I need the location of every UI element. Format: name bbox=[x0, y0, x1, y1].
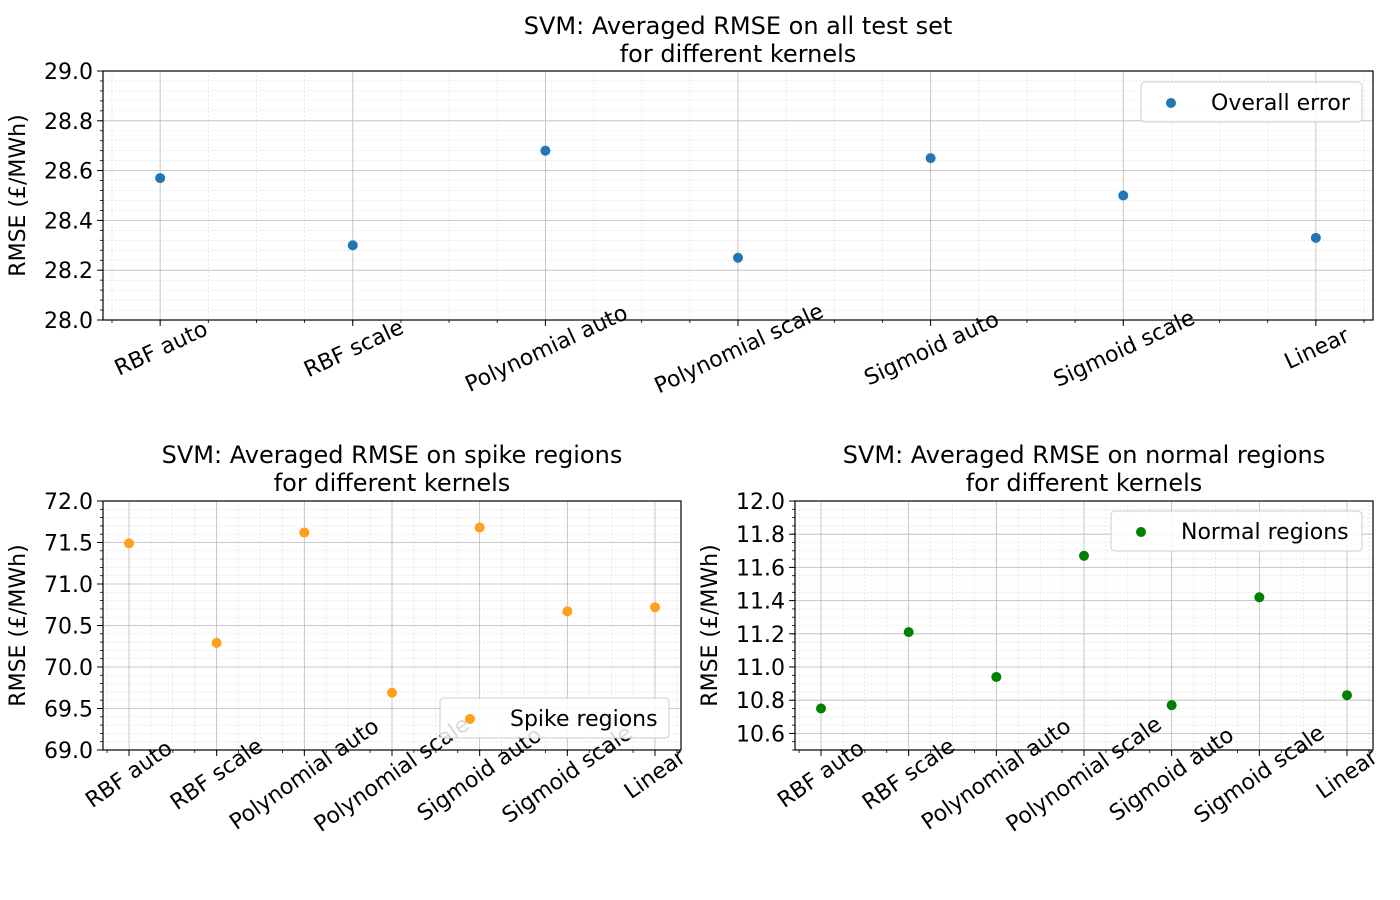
chart-title: SVM: Averaged RMSE on normal regions bbox=[843, 441, 1326, 469]
data-point bbox=[387, 687, 397, 698]
data-point bbox=[474, 522, 485, 533]
y-axis-label: RMSE (£/MWh) bbox=[6, 544, 31, 706]
data-point bbox=[124, 538, 135, 549]
y-tick-label: 11.4 bbox=[736, 590, 785, 615]
chart-title: SVM: Averaged RMSE on all test set bbox=[524, 12, 953, 40]
legend-label: Spike regions bbox=[510, 707, 658, 732]
data-point bbox=[733, 252, 743, 263]
x-tick-label: Linear bbox=[1281, 323, 1354, 375]
y-tick-label: 69.0 bbox=[44, 739, 93, 764]
chart-title: for different kernels bbox=[966, 469, 1203, 497]
data-point bbox=[211, 637, 222, 648]
plot-frame bbox=[102, 500, 682, 751]
chart-title: for different kernels bbox=[274, 469, 511, 497]
x-tick-label: RBF scale bbox=[300, 315, 407, 383]
data-point bbox=[903, 627, 914, 638]
y-tick-label: 11.0 bbox=[736, 656, 785, 681]
data-point bbox=[155, 173, 166, 184]
chart-1: 28.0 28.2 28.4 28.6 28.8 29.0 RBF auto RBF scal… bbox=[6, 12, 1374, 399]
y-tick-label: 11.8 bbox=[736, 523, 785, 548]
x-tick-label: Sigmoid scale bbox=[1050, 306, 1199, 393]
y-tick-label: 10.8 bbox=[736, 689, 785, 714]
y-tick-label: 70.0 bbox=[44, 656, 93, 681]
legend-marker bbox=[465, 714, 475, 724]
data-point bbox=[1254, 592, 1265, 603]
data-point bbox=[991, 671, 1002, 682]
y-tick-label: 70.5 bbox=[44, 615, 93, 640]
x-tick-label: Polynomial scale bbox=[651, 299, 828, 399]
data-point bbox=[816, 703, 827, 714]
data-point bbox=[649, 602, 660, 613]
x-tick-label: Linear bbox=[620, 744, 691, 804]
data-point bbox=[1310, 232, 1321, 243]
y-tick-label: 72.0 bbox=[44, 490, 93, 515]
data-point bbox=[1118, 190, 1129, 201]
legend-box bbox=[439, 697, 670, 739]
data-point bbox=[925, 153, 936, 164]
legend-box bbox=[1110, 510, 1363, 552]
y-tick-label: 28.4 bbox=[44, 209, 93, 234]
data-point bbox=[1079, 550, 1089, 561]
plot-frame bbox=[102, 70, 1374, 321]
y-tick-label: 11.6 bbox=[736, 556, 785, 581]
data-point bbox=[562, 606, 573, 617]
y-tick-label: 28.2 bbox=[44, 259, 93, 284]
legend-label: Overall error bbox=[1211, 91, 1351, 116]
y-tick-label: 29.0 bbox=[44, 60, 93, 85]
y-tick-label: 71.0 bbox=[44, 573, 93, 598]
y-axis-label: RMSE (£/MWh) bbox=[6, 114, 31, 276]
legend-marker bbox=[1136, 527, 1146, 537]
y-tick-label: 71.5 bbox=[44, 532, 93, 557]
chart-title: SVM: Averaged RMSE on spike regions bbox=[162, 441, 623, 469]
x-tick-label: Polynomial auto bbox=[462, 301, 632, 398]
data-point bbox=[299, 527, 310, 538]
chart-title: for different kernels bbox=[620, 40, 857, 68]
y-tick-label: 28.0 bbox=[44, 309, 93, 334]
legend-label: Normal regions bbox=[1181, 520, 1349, 545]
y-tick-label: 69.5 bbox=[44, 698, 93, 723]
y-tick-label: 10.6 bbox=[736, 722, 785, 747]
y-tick-label: 11.2 bbox=[736, 623, 785, 648]
data-point bbox=[540, 145, 551, 156]
y-axis-label: RMSE (£/MWh) bbox=[698, 544, 723, 706]
y-tick-label: 28.6 bbox=[44, 160, 93, 185]
legend-marker bbox=[1166, 98, 1176, 108]
x-tick-label: Linear bbox=[1312, 744, 1383, 804]
y-tick-label: 28.8 bbox=[44, 110, 93, 135]
data-point bbox=[347, 240, 358, 251]
data-point bbox=[1341, 690, 1352, 701]
x-tick-label: RBF auto bbox=[111, 317, 212, 382]
plot-frame bbox=[794, 500, 1374, 751]
y-tick-label: 12.0 bbox=[736, 490, 785, 515]
data-point bbox=[1166, 700, 1177, 711]
legend-box bbox=[1140, 81, 1363, 123]
